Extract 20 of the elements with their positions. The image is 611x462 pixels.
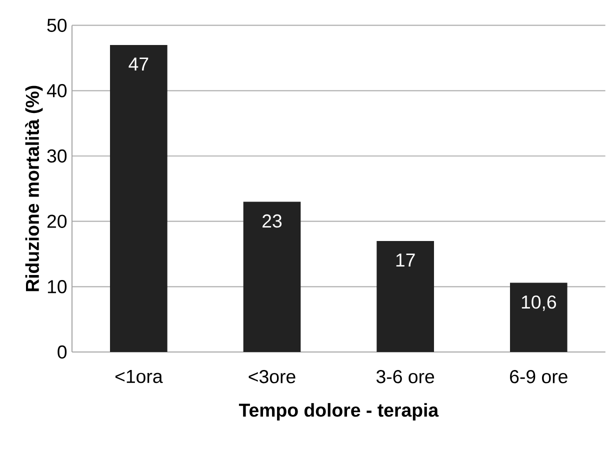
y-axis-title: Riduzione mortalità (%) [25, 86, 43, 292]
y-tick-label: 30 [47, 149, 67, 163]
bar [510, 282, 568, 352]
y-tick-label: 10 [48, 280, 67, 294]
bar [376, 240, 434, 352]
y-tick-label: 50 [47, 18, 67, 32]
x-tick-label: <3ore [248, 370, 296, 384]
x-tick-label: 3-6 ore [376, 370, 434, 384]
data-label: 10,6 [522, 295, 556, 311]
data-label: 47 [128, 58, 148, 70]
data-label: 17 [396, 254, 415, 266]
y-tick-label: 40 [46, 84, 67, 98]
y-tick-label: 0 [58, 345, 67, 359]
data-label: 23 [262, 214, 282, 228]
bar [243, 202, 301, 352]
y-tick-label: 20 [47, 214, 67, 228]
bar [110, 44, 168, 352]
x-axis-title: Tempo dolore - terapia [238, 403, 439, 420]
x-tick-label: <1ora [115, 370, 163, 384]
x-tick-label: 6-9 ore [510, 370, 568, 384]
